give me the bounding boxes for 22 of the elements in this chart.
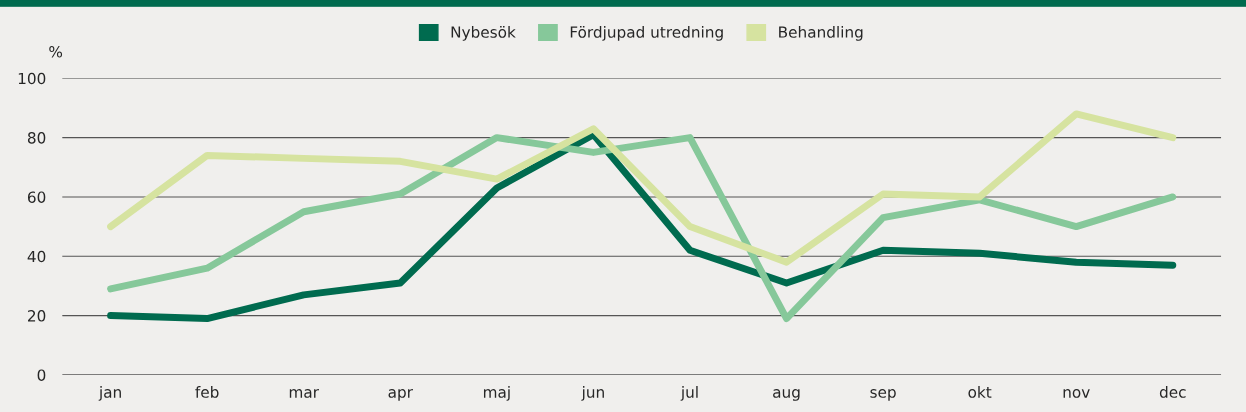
legend-label: Nybesök	[451, 26, 516, 41]
x-tick-label: dec	[1159, 386, 1186, 398]
y-tick-label: 60	[27, 191, 46, 203]
x-tick-label: aug	[773, 389, 800, 401]
x-tick-label: maj	[483, 386, 510, 401]
y-tick-label: 20	[28, 310, 46, 322]
x-tick-label: nov	[1063, 389, 1090, 398]
y-tick-label: 40	[27, 250, 46, 263]
x-tick-label: feb	[195, 386, 219, 398]
legend-label: Behandling	[779, 26, 863, 41]
x-tick-label: jun	[581, 386, 604, 401]
legend-label: Fördjupad utredning	[570, 26, 723, 41]
y-tick-label: 80	[27, 132, 46, 144]
y-axis-title: %	[49, 45, 63, 58]
y-tick-label: 100	[18, 72, 46, 85]
x-tick-label: apr	[388, 389, 413, 401]
x-tick-label: jul	[680, 386, 698, 401]
x-tick-label: jan	[98, 386, 121, 401]
x-tick-label: sep	[870, 389, 896, 401]
y-tick-label: 0	[37, 369, 46, 381]
x-tick-label: mar	[289, 389, 319, 398]
x-tick-label: okt	[968, 386, 992, 398]
